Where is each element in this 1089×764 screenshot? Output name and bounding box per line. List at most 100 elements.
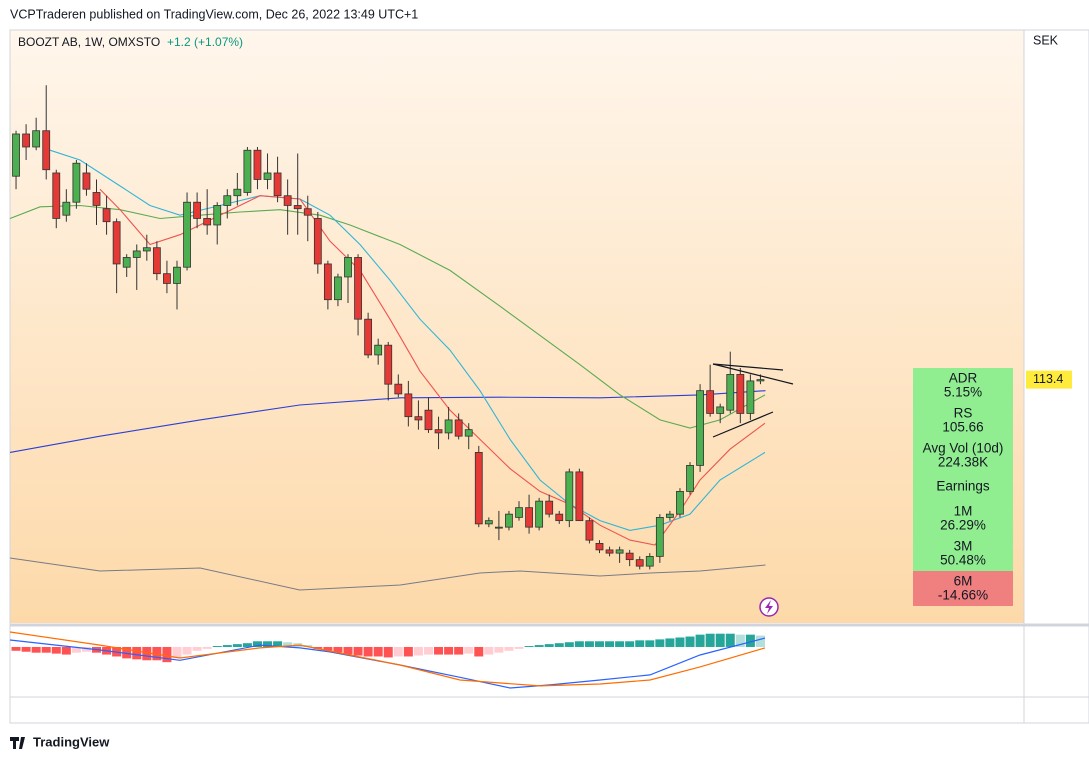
stats-value: 50.48%	[940, 553, 986, 568]
macd-histogram-bar	[71, 646, 81, 653]
candle-body	[303, 208, 312, 216]
macd-histogram-bar	[444, 646, 454, 655]
frame	[9, 29, 1089, 724]
symbol-title: BOOZT AB, 1W, OMXSTO	[18, 35, 160, 49]
volume	[9, 557, 766, 591]
macd-histogram-bar	[142, 646, 152, 661]
stats-value: -14.66%	[938, 588, 988, 603]
macd-histogram-bar	[524, 646, 534, 647]
macd-histogram-bar	[313, 646, 323, 649]
stats-label: 1M	[954, 504, 973, 519]
macd-histogram-bar	[393, 646, 403, 657]
candle-body	[102, 208, 111, 223]
macd-histogram-bar	[263, 641, 273, 647]
candle-body	[605, 549, 614, 554]
macd-histogram-bar	[635, 640, 645, 647]
candle-body	[635, 559, 644, 567]
macd-histogram-bar	[625, 641, 635, 647]
macd-histogram-bar	[464, 646, 474, 654]
macd-histogram-bar	[162, 646, 172, 663]
candle-body	[334, 276, 342, 301]
candle-body	[696, 390, 704, 466]
macd-histogram-bar	[252, 641, 262, 647]
candle-body	[354, 257, 362, 320]
macd-histogram-bar	[333, 646, 343, 653]
macd-histogram-bar	[584, 641, 594, 647]
macd-histogram-bar	[554, 643, 564, 647]
alert-bolt[interactable]	[765, 600, 773, 614]
candle-body	[434, 429, 443, 434]
candles	[12, 85, 765, 570]
macd-histogram-bar	[182, 646, 192, 655]
signal-line	[9, 631, 766, 687]
candle-body	[585, 520, 594, 541]
macd-histogram-bar	[51, 646, 61, 654]
macd-histogram-bar	[544, 644, 554, 647]
candle-body	[414, 416, 423, 421]
stats-value: 26.29%	[940, 518, 986, 533]
candle-body	[525, 507, 533, 528]
candle-body	[203, 218, 212, 226]
macd-histogram-bar	[192, 646, 202, 651]
macd-histogram-bar	[323, 646, 333, 651]
candle-body	[736, 374, 745, 414]
stats-label: ADR	[949, 371, 978, 386]
candle-body	[595, 542, 604, 551]
macd-histogram-bar	[434, 646, 444, 655]
macd-histogram-bar	[373, 646, 383, 657]
moving-average-line	[9, 204, 766, 429]
candle-body	[253, 149, 262, 180]
macd-histogram-bar	[202, 646, 212, 649]
candle-body	[484, 520, 493, 525]
alert-icon[interactable]	[759, 597, 779, 617]
macd-histogram-bar	[494, 646, 504, 653]
candle-body	[394, 383, 403, 395]
candle-body	[404, 393, 413, 418]
candle-body	[152, 247, 161, 275]
macd-histogram-bar	[273, 641, 283, 647]
candle-body	[92, 192, 101, 206]
macd-histogram-bar	[343, 646, 353, 655]
macd-histogram-bar	[574, 641, 584, 647]
macd-histogram-bar	[564, 642, 574, 647]
stats-label: 3M	[954, 539, 973, 554]
stats-value: 5.15%	[944, 385, 982, 400]
last-price-box	[1026, 370, 1072, 389]
candle-body	[515, 507, 523, 518]
macd-histogram-bar	[735, 634, 745, 647]
macd-histogram-bar	[363, 646, 373, 657]
stats-label: Avg Vol (10d)	[923, 441, 1004, 456]
macd-histogram-bar	[474, 646, 484, 657]
candle-body	[62, 201, 71, 216]
moving-average-line	[49, 149, 766, 531]
brand-logo	[10, 737, 25, 749]
candle-body	[193, 201, 202, 219]
candle-body	[243, 149, 252, 193]
candle-body	[374, 344, 383, 356]
candle-body	[454, 419, 463, 437]
candle-body	[655, 516, 664, 557]
candle-body	[223, 195, 232, 206]
macd-histogram-bar	[615, 641, 625, 647]
macd-histogram-bar	[504, 646, 514, 651]
stats-value: 224.38K	[938, 455, 988, 470]
candle-body	[293, 205, 302, 210]
macd	[9, 631, 766, 689]
candle-body	[233, 188, 242, 197]
macd-background	[10, 628, 1024, 723]
candle-body	[12, 133, 20, 177]
candle-body	[756, 379, 765, 382]
macd-histogram-bar	[705, 633, 715, 647]
macd-histogram-bar	[655, 639, 665, 647]
volume-ma-line	[9, 557, 766, 591]
macd-histogram-bar	[122, 646, 132, 659]
macd-histogram-bar	[413, 646, 423, 656]
candle-body	[384, 344, 393, 385]
macd-histogram-bar	[675, 637, 685, 647]
candle-body	[676, 491, 684, 515]
macd-histogram-bar	[403, 646, 413, 657]
macd-histogram-bar	[383, 646, 393, 658]
candle-body	[273, 172, 282, 197]
